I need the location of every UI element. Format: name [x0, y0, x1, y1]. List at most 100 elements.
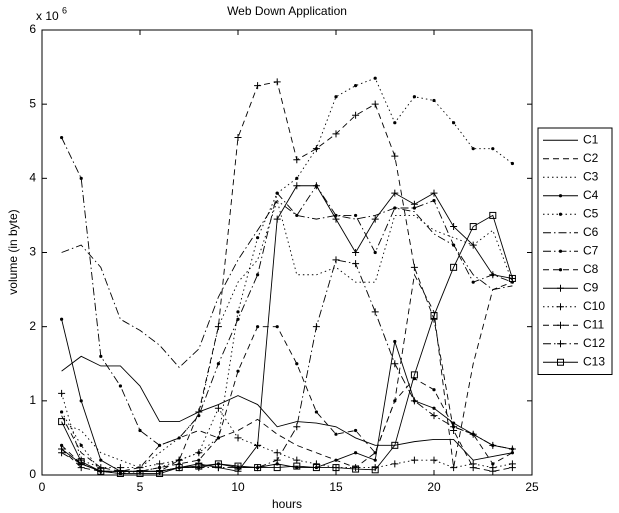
marker: [256, 325, 260, 329]
marker: [432, 98, 436, 103]
marker: [332, 256, 340, 264]
legend-label: C6: [583, 225, 599, 239]
marker: [314, 410, 318, 414]
marker: [334, 213, 338, 218]
marker: [214, 404, 222, 412]
legend-label: C9: [583, 280, 599, 294]
marker: [275, 191, 279, 195]
marker: [156, 460, 164, 468]
marker: [158, 443, 162, 447]
marker: [256, 273, 260, 277]
marker: [354, 213, 358, 218]
marker: [79, 399, 83, 403]
marker: [450, 423, 458, 431]
marker: [175, 456, 183, 464]
marker: [214, 323, 222, 331]
marker: [508, 274, 516, 282]
y-multiplier: x 10: [36, 9, 59, 23]
marker: [273, 456, 281, 464]
legend-marker: [558, 268, 563, 272]
marker: [216, 436, 220, 440]
marker: [508, 445, 516, 453]
legend-label: C10: [583, 299, 605, 313]
marker: [118, 384, 122, 388]
marker: [430, 456, 438, 464]
legend-label: C2: [583, 151, 599, 165]
y-tick-label: 2: [29, 319, 36, 333]
marker: [312, 182, 320, 190]
marker: [508, 464, 516, 472]
x-tick-label: 10: [231, 480, 245, 494]
legend-marker: [557, 358, 564, 366]
marker: [293, 423, 301, 431]
x-axis-label: hours: [272, 497, 302, 511]
legend-marker: [557, 303, 564, 311]
marker: [197, 458, 201, 462]
marker: [273, 449, 281, 457]
marker: [352, 249, 360, 256]
marker: [430, 312, 438, 320]
marker: [158, 465, 162, 470]
series-line: [61, 137, 513, 446]
marker: [273, 464, 281, 472]
x-tick-label: 25: [525, 480, 539, 494]
chart-title: Web Down Application: [227, 4, 347, 18]
marker: [391, 460, 399, 468]
marker: [412, 206, 416, 210]
marker: [79, 176, 83, 180]
marker: [491, 147, 495, 151]
marker: [373, 76, 377, 80]
y-tick-label: 5: [29, 96, 36, 110]
x-tick-label: 5: [137, 480, 144, 494]
marker: [354, 451, 358, 455]
y-axis-label: volume (in byte): [6, 209, 20, 294]
marker: [489, 271, 497, 279]
legend-marker: [557, 340, 564, 348]
marker: [214, 460, 222, 468]
legend-label: C8: [583, 262, 599, 276]
marker: [391, 189, 399, 197]
marker: [371, 215, 379, 223]
marker: [410, 263, 418, 271]
marker: [254, 464, 262, 472]
marker: [216, 362, 220, 366]
marker: [489, 467, 497, 475]
marker: [136, 470, 144, 478]
marker: [371, 100, 379, 108]
marker: [469, 241, 477, 249]
marker: [410, 456, 418, 464]
marker: [391, 360, 399, 368]
marker: [373, 451, 377, 455]
marker: [432, 388, 436, 392]
marker: [214, 464, 222, 472]
marker: [510, 161, 514, 166]
marker: [410, 397, 418, 405]
marker: [58, 449, 66, 457]
marker: [352, 464, 360, 472]
legend-label: C12: [583, 336, 605, 350]
marker: [371, 308, 379, 316]
marker: [471, 280, 475, 284]
legend-label: C1: [583, 132, 599, 146]
marker: [352, 260, 360, 268]
marker: [234, 434, 242, 442]
marker: [58, 389, 66, 397]
x-tick-label: 0: [39, 480, 46, 494]
legend-label: C3: [583, 169, 599, 183]
marker: [410, 371, 418, 379]
marker: [138, 428, 142, 433]
marker: [352, 465, 360, 473]
marker: [60, 135, 64, 140]
marker: [236, 369, 240, 373]
marker: [195, 464, 203, 472]
y-tick-label: 4: [29, 171, 36, 185]
legend-marker: [558, 194, 563, 198]
marker: [236, 310, 240, 314]
marker: [312, 464, 320, 472]
marker: [60, 317, 64, 321]
marker: [195, 462, 203, 470]
marker: [273, 215, 281, 223]
marker: [99, 354, 103, 358]
